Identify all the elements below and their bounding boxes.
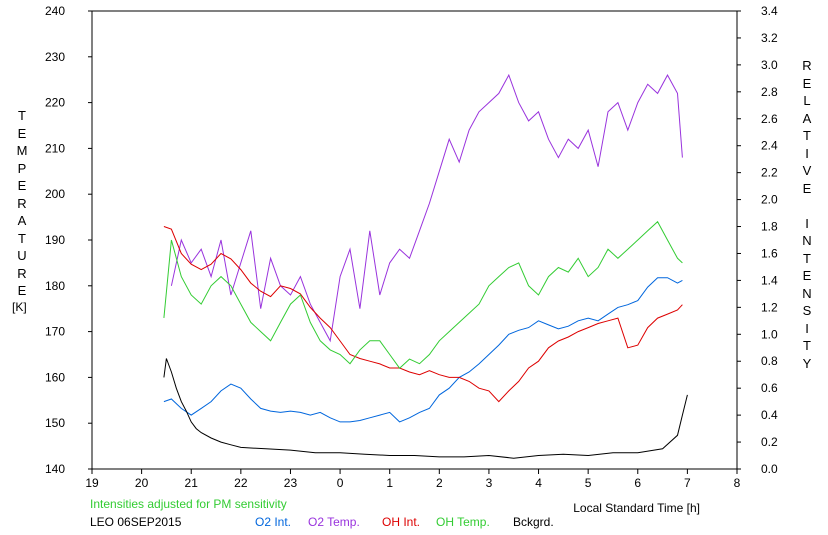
left-axis-title-letter: E — [17, 283, 27, 298]
right-y-tick-label: 0.4 — [761, 408, 778, 422]
right-axis-title-letter: N — [802, 233, 812, 248]
series-layer — [163, 73, 688, 459]
right-axis-title-letter: Y — [802, 355, 812, 371]
x-tick-label: 8 — [734, 476, 741, 490]
right-y-tick-label: 1.2 — [761, 300, 778, 314]
left-y-tick-label: 180 — [45, 279, 65, 293]
right-y-tick-label: 0.0 — [761, 462, 778, 476]
series-line-o2-temp — [170, 73, 683, 343]
left-axis-unit: [K] — [12, 300, 27, 314]
legend-entry-oh-temp: OH Temp. — [436, 515, 490, 529]
left-axis-title-letter: R — [17, 195, 27, 211]
x-tick-label: 3 — [486, 476, 493, 490]
x-tick-label: 6 — [634, 476, 641, 490]
x-tick-label: 7 — [684, 476, 691, 490]
right-y-tick-label: 3.0 — [761, 58, 778, 72]
x-tick-label: 23 — [284, 476, 298, 490]
left-y-tick-label: 220 — [45, 96, 65, 110]
plot-frame — [91, 10, 738, 470]
left-axis-title-letter: T — [18, 230, 26, 246]
right-y-tick-label: 2.2 — [761, 166, 778, 180]
right-axis-title-letter: I — [805, 320, 809, 336]
right-y-tick-label: 1.0 — [761, 327, 778, 341]
right-axis-title-letter: N — [802, 285, 812, 301]
right-axis-title-letter: A — [802, 110, 812, 126]
series-line-bckgrd — [163, 358, 688, 459]
left-y-axis: 140 150 160 170 180 190 200 210 220 230 240 — [45, 4, 92, 476]
x-axis: 19 20 21 22 23 0 1 2 3 4 5 6 7 8 — [85, 469, 741, 490]
left-axis-title-letter: U — [17, 248, 27, 263]
left-y-tick-label: 200 — [45, 187, 65, 201]
left-y-tick-label: 240 — [45, 4, 65, 18]
right-y-tick-label: 2.0 — [761, 193, 778, 207]
left-axis-title-letter: T — [18, 108, 26, 123]
right-axis-title-letter: E — [802, 75, 812, 91]
sensitivity-note: Intensities adjusted for PM sensitivity — [90, 497, 287, 511]
right-y-axis: 0.0 0.2 0.4 0.6 0.8 1.0 1.2 1.4 1.6 1.8 2.0 2.2 2.4 2… — [737, 4, 778, 476]
right-y-tick-label: 1.4 — [761, 273, 778, 287]
left-axis-title-letter: R — [17, 265, 27, 281]
x-tick-label: 5 — [585, 476, 592, 490]
legend-entry-o2-temp: O2 Temp. — [308, 515, 360, 529]
left-axis-title-letter: E — [17, 125, 27, 141]
station-label: LEO 06SEP2015 — [90, 515, 182, 529]
right-y-tick-label: 0.8 — [761, 354, 778, 368]
left-y-tick-label: 140 — [45, 462, 65, 476]
right-y-tick-label: 3.2 — [761, 31, 778, 45]
right-axis-title-letter: R — [802, 58, 812, 73]
series-line-oh-int — [163, 226, 683, 403]
right-y-tick-label: 1.8 — [761, 220, 778, 234]
x-tick-label: 22 — [234, 476, 248, 490]
x-tick-label: 0 — [337, 476, 344, 490]
right-axis-title-letter: S — [802, 303, 812, 318]
right-y-tick-label: 1.6 — [761, 246, 778, 260]
right-axis-title-letter: T — [803, 250, 811, 266]
right-axis-title-letter: E — [802, 268, 812, 283]
right-axis-title-letter: I — [805, 145, 809, 161]
x-axis-label: Local Standard Time [h] — [573, 501, 700, 515]
legend-entry-o2-int: O2 Int. — [255, 515, 292, 529]
right-y-tick-label: 3.4 — [761, 4, 778, 18]
right-axis-title-letter: T — [803, 338, 811, 353]
left-y-tick-label: 230 — [45, 50, 65, 64]
left-y-tick-label: 170 — [45, 325, 65, 339]
x-tick-label: 20 — [135, 476, 149, 490]
left-y-tick-label: 210 — [45, 141, 65, 155]
legend-entry-bckgrd: Bckgrd. — [513, 515, 554, 529]
right-axis-title-letter: L — [803, 93, 811, 108]
x-tick-label: 19 — [85, 476, 99, 490]
right-y-tick-label: 0.2 — [761, 435, 778, 449]
left-axis-title-letter: E — [17, 178, 27, 193]
right-y-tick-label: 2.8 — [761, 85, 778, 99]
x-tick-label: 1 — [386, 476, 393, 490]
left-y-tick-label: 160 — [45, 370, 65, 384]
right-y-tick-label: 2.4 — [761, 139, 778, 153]
x-tick-label: 21 — [185, 476, 199, 490]
series-line-oh-temp — [163, 220, 683, 369]
left-axis-title-letter: A — [17, 213, 27, 228]
right-axis-title-letter: E — [802, 180, 812, 196]
series-line-o2-int — [163, 277, 683, 423]
x-tick-label: 4 — [535, 476, 542, 490]
right-y-tick-label: 2.6 — [761, 112, 778, 126]
left-y-tick-label: 190 — [45, 233, 65, 247]
left-y-tick-label: 150 — [45, 416, 65, 430]
left-axis-title-letter: P — [17, 160, 27, 176]
right-y-tick-label: 0.6 — [761, 381, 778, 395]
legend-entry-oh-int: OH Int. — [382, 515, 421, 529]
right-axis-title-letter: T — [803, 128, 811, 143]
right-axis-title-letter: I — [805, 215, 809, 231]
right-axis-title-letter: V — [802, 163, 812, 178]
x-tick-label: 2 — [436, 476, 443, 490]
left-axis-title-letter: M — [16, 143, 28, 158]
